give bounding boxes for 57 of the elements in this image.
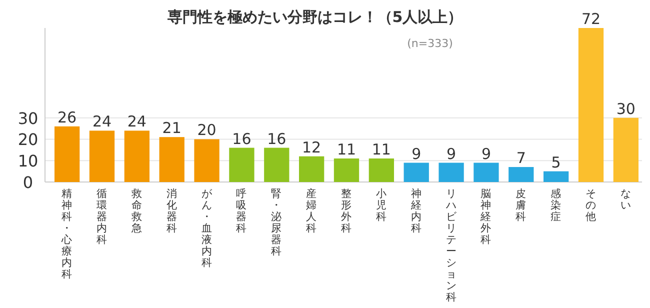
bar — [334, 158, 360, 182]
y-tick-label: 0 — [22, 173, 34, 192]
data-label: 21 — [162, 119, 182, 138]
bar — [89, 130, 115, 182]
x-tick-label: 救命救急 — [130, 188, 142, 234]
x-tick-label: 呼吸器科 — [236, 187, 248, 234]
data-label: 24 — [92, 112, 112, 131]
data-label: 30 — [616, 100, 636, 118]
x-tick-label: 産婦人科 — [306, 187, 318, 234]
bar — [124, 130, 150, 182]
data-label: 16 — [267, 130, 286, 148]
data-label: 9 — [412, 144, 422, 163]
data-label: 9 — [481, 144, 491, 163]
x-tick-label: ない — [620, 188, 632, 212]
y-tick-label: 30 — [18, 108, 38, 128]
x-tick-label: 整形外科 — [341, 188, 352, 234]
data-label: 16 — [232, 130, 252, 148]
bar — [159, 137, 184, 182]
x-tick-label: 感染症 — [550, 187, 562, 223]
bar — [194, 139, 220, 182]
data-label: 11 — [336, 140, 356, 158]
bar — [474, 162, 499, 182]
x-tick-label: がん・血液内科 — [201, 188, 214, 269]
bar — [438, 162, 464, 182]
bar — [613, 118, 639, 182]
bar — [368, 158, 394, 182]
data-label: 12 — [302, 138, 322, 156]
x-tick-label: 神経内科 — [410, 187, 422, 234]
data-label: 26 — [58, 108, 77, 126]
text: (n=333) — [407, 37, 453, 50]
bar — [229, 148, 254, 182]
x-tick-label: その他 — [586, 188, 597, 223]
data-label: 11 — [372, 140, 391, 158]
x-tick-label: 循環器内科 — [96, 188, 108, 246]
x-tick-label: 消化器科 — [166, 187, 178, 234]
y-tick-label: 10 — [18, 152, 38, 171]
bar — [508, 167, 534, 182]
data-label: 9 — [446, 144, 456, 163]
x-tick-label: 皮膚科 — [516, 187, 527, 223]
x-tick-label: 腎・泌尿器科 — [271, 188, 282, 258]
x-tick-label: 小児科 — [376, 187, 387, 223]
data-label: 20 — [197, 121, 216, 140]
data-label: 24 — [127, 112, 146, 131]
data-label: 72 — [581, 10, 601, 28]
bar — [404, 162, 429, 182]
bar — [54, 126, 80, 182]
chart-title: 専門性を極めたい分野はコレ！（5人以上） — [166, 8, 463, 26]
bar — [544, 171, 569, 182]
category-label: リハビリテーション科 — [446, 188, 457, 304]
bar — [578, 28, 604, 182]
bar — [264, 148, 290, 182]
bar — [298, 156, 324, 182]
x-tick-label: 脳神経外科 — [480, 188, 492, 246]
data-label: 7 — [516, 149, 526, 168]
data-label: 5 — [551, 153, 561, 172]
x-tick-label: 精神科・心療内科 — [60, 188, 73, 280]
y-tick-label: 20 — [18, 130, 38, 150]
